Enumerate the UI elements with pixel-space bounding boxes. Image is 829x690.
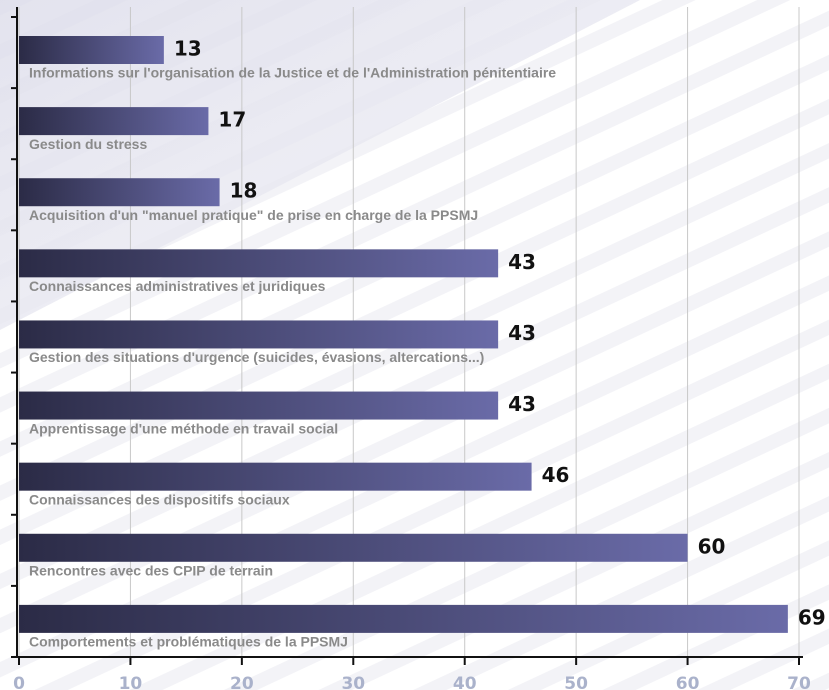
bar (19, 107, 209, 136)
category-label: Gestion du stress (29, 136, 147, 152)
bar (19, 178, 220, 207)
value-label: 69 (798, 605, 826, 629)
background-shape (0, 0, 640, 330)
category-label: Rencontres avec des CPIP de terrain (29, 562, 273, 578)
x-tick-label: 70 (787, 674, 811, 690)
bar (19, 249, 499, 278)
x-tick-label: 40 (453, 674, 477, 690)
category-label: Informations sur l'organisation de la Ju… (29, 65, 556, 81)
value-label: 60 (698, 534, 726, 558)
bar (19, 36, 164, 64)
category-label: Gestion des situations d'urgence (suicid… (29, 349, 484, 365)
value-label: 43 (508, 392, 536, 416)
x-tick-label: 20 (230, 674, 254, 690)
category-label: Connaissances administratives et juridiq… (29, 278, 326, 294)
value-label: 17 (218, 108, 246, 132)
bar (19, 604, 788, 633)
category-label: Connaissances des dispositifs sociaux (29, 491, 290, 507)
x-tick-label: 0 (13, 674, 25, 690)
x-tick-label: 30 (341, 674, 365, 690)
bar (19, 391, 499, 420)
x-tick-label: 60 (676, 674, 700, 690)
bar (19, 462, 532, 491)
bar (19, 320, 499, 349)
value-label: 43 (508, 250, 536, 274)
x-tick-label: 50 (564, 674, 588, 690)
value-label: 18 (230, 179, 258, 203)
value-label: 46 (542, 463, 570, 487)
x-tick-label: 10 (119, 674, 143, 690)
bar (19, 533, 688, 562)
category-label: Acquisition d'un "manuel pratique" de pr… (29, 207, 478, 223)
value-label: 13 (174, 37, 202, 61)
category-label: Comportements et problématiques de la PP… (29, 634, 348, 650)
value-label: 43 (508, 321, 536, 345)
plot: 0 10 20 30 40 50 60 70 13 Informations sur l'orga… (11, 7, 826, 690)
category-label: Apprentissage d'une méthode en travail s… (29, 420, 338, 436)
